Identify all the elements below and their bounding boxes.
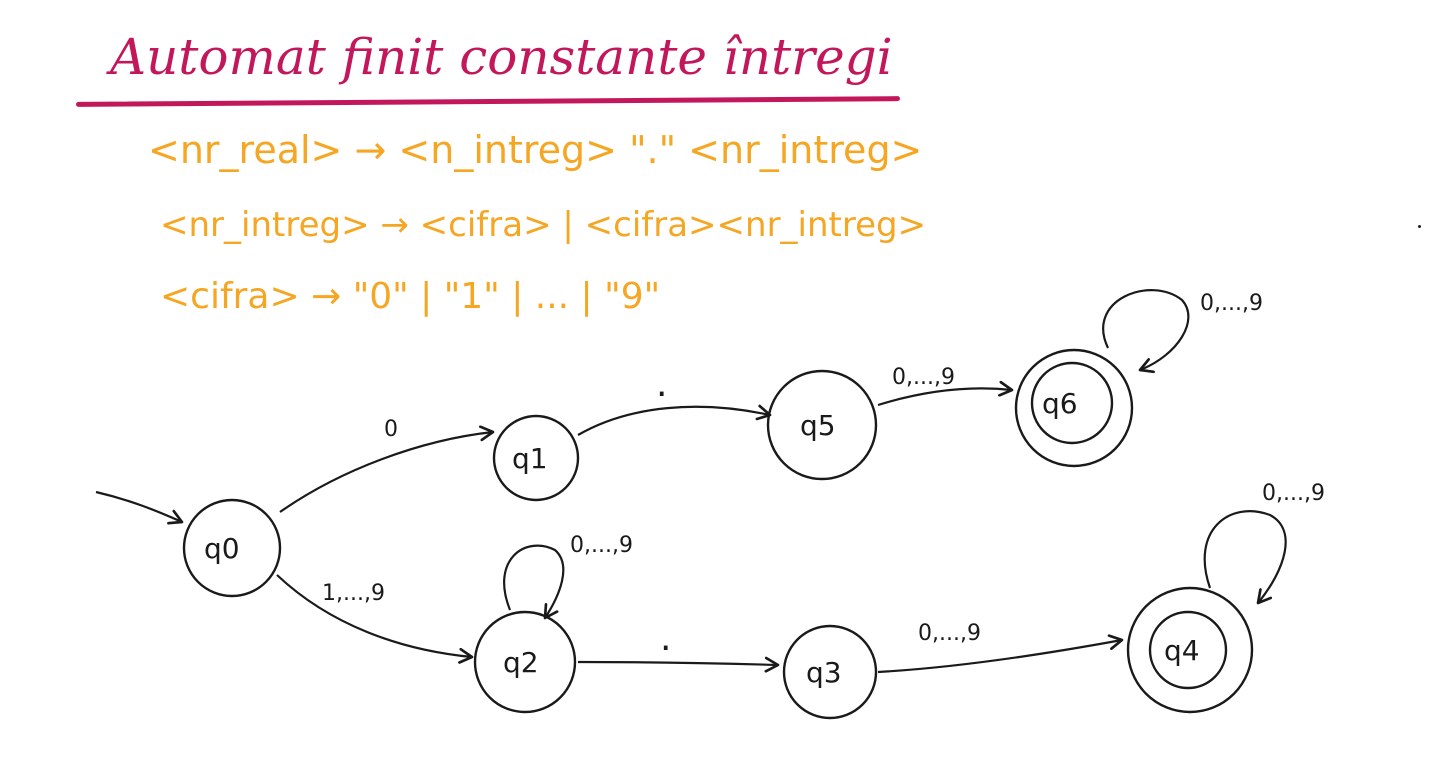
grammar-rule-cifra: <cifra> → "0" | "1" | ... | "9" bbox=[160, 276, 661, 317]
edge-q5-q6: 0,...,9 bbox=[877, 365, 1014, 407]
state-q2: q2 bbox=[473, 610, 577, 714]
edge-label-q0-q2: 1,...,9 bbox=[322, 581, 385, 606]
state-q3: q3 bbox=[782, 624, 878, 720]
edge-label-q5-q6: 0,...,9 bbox=[892, 365, 955, 390]
state-label-q4: q4 bbox=[1164, 634, 1200, 667]
page-title: Automat finit constante întregi bbox=[110, 28, 893, 86]
state-label-q5: q5 bbox=[800, 409, 836, 442]
edge-q3-q4: 0,...,9 bbox=[877, 621, 1124, 674]
grammar-rule-intreg: <nr_intreg> → <cifra> | <cifra><nr_intre… bbox=[160, 205, 927, 245]
edge-q4-q4: 0,...,9 bbox=[1203, 481, 1325, 605]
stray-dot bbox=[1418, 225, 1421, 228]
state-label-q1: q1 bbox=[512, 442, 548, 475]
edge-q0-q1: 0 bbox=[279, 417, 495, 513]
edge-label-q3-q4: 0,...,9 bbox=[918, 621, 981, 646]
state-label-q6: q6 bbox=[1042, 387, 1078, 420]
edge-q0-q2: 1,...,9 bbox=[276, 574, 474, 664]
edge-q2-q2: 0,...,9 bbox=[503, 533, 633, 620]
edge-q2-q3: . bbox=[577, 618, 780, 673]
state-q1: q1 bbox=[492, 414, 580, 502]
edge-label-q4-q4: 0,...,9 bbox=[1262, 481, 1325, 506]
state-q0: q0 bbox=[182, 498, 282, 598]
edge-label-q1-q5: . bbox=[656, 364, 667, 405]
state-label-q3: q3 bbox=[806, 656, 842, 689]
state-q5: q5 bbox=[766, 369, 878, 481]
edge-label-q2-q3: . bbox=[660, 618, 671, 659]
start-arrow bbox=[95, 490, 184, 525]
state-q6[interactable]: q6 bbox=[1014, 348, 1134, 468]
edge-label-q2-q2: 0,...,9 bbox=[570, 533, 633, 558]
edge-q1-q5: . bbox=[577, 364, 772, 436]
edge-label-q6-q6: 0,...,9 bbox=[1200, 291, 1263, 316]
state-label-q0: q0 bbox=[204, 532, 240, 565]
edge-q6-q6: 0,...,9 bbox=[1102, 289, 1263, 374]
state-q4: q4 bbox=[1126, 586, 1254, 714]
edge-label-q0-q1: 0 bbox=[384, 417, 398, 442]
grammar-rule-real: <nr_real> → <n_intreg> "." <nr_intreg> bbox=[148, 128, 923, 172]
state-label-q2: q2 bbox=[503, 646, 539, 679]
